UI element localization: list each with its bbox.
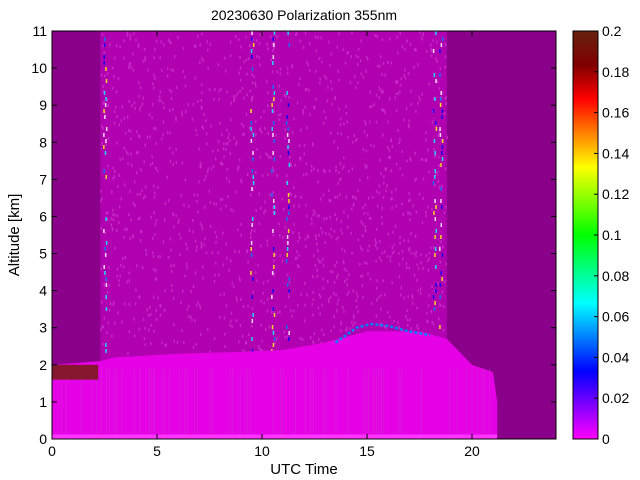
plot-frame: [51, 30, 557, 440]
colorbar-tick-label: 0.16: [602, 105, 629, 121]
plot-area: [52, 31, 556, 439]
elevated-layer-edge: [334, 322, 431, 344]
colorbar: [572, 30, 599, 440]
x-axis-label: UTC Time: [270, 461, 338, 478]
x-axis: 0 5 10 15 20: [48, 31, 480, 459]
colorbar-tick-label: 0: [602, 431, 610, 447]
colorbar-tick-label: 0.08: [602, 268, 629, 284]
colorbar-tick-label: 0.2: [602, 23, 622, 39]
y-tick-label: 6: [39, 208, 47, 224]
near-ground-band: [52, 434, 498, 439]
y-tick-label: 5: [39, 246, 47, 262]
vertical-streak: [432, 31, 438, 353]
colorbar-axis: 0 0.02 0.04 0.06 0.08 0.1 0.12 0.14 0.16 0.18 0.2: [594, 23, 629, 447]
vertical-streak: [271, 31, 276, 353]
y-tick-label: 7: [39, 171, 47, 187]
colorbar-tick-label: 0.06: [602, 309, 629, 325]
y-tick-label: 2: [39, 357, 47, 373]
x-tick-label: 5: [153, 443, 161, 459]
x-tick-label: 20: [464, 443, 480, 459]
y-axis: 0 1 2 3 4 5 6 7 8 9 10 11: [31, 23, 556, 447]
y-tick-label: 11: [32, 23, 47, 39]
chart-title: 20230630 Polarization 355nm: [211, 7, 397, 23]
colorbar-tick-label: 0.1: [602, 227, 622, 243]
x-tick-label: 10: [254, 443, 270, 459]
y-tick-label: 8: [39, 134, 47, 150]
colorbar-tick-label: 0.12: [602, 186, 629, 202]
y-tick-label: 4: [39, 283, 47, 299]
y-tick-label: 9: [39, 97, 47, 113]
vertical-streak: [285, 31, 291, 341]
colorbar-tick-label: 0.02: [602, 390, 629, 406]
x-tick-label: 0: [48, 443, 56, 459]
y-tick-label: 10: [31, 60, 47, 76]
vertical-streak: [250, 31, 255, 353]
boundary-layer-region: [52, 331, 498, 439]
colorbar-tick-label: 0.04: [602, 349, 629, 365]
noise-speckles: [100, 31, 449, 357]
low-cloud-region: [52, 364, 99, 380]
y-tick-label: 0: [39, 431, 47, 447]
colorbar-tick-label: 0.14: [602, 145, 629, 161]
boundary-layer-stripes: [60, 368, 491, 436]
y-tick-label: 1: [39, 394, 47, 410]
y-tick-label: 3: [39, 320, 47, 336]
y-axis-label: Altitude [km]: [6, 194, 23, 277]
vertical-streak: [103, 37, 108, 353]
vertical-streaks: [103, 31, 444, 353]
x-tick-label: 15: [359, 443, 375, 459]
colorbar-tick-label: 0.18: [602, 64, 629, 80]
